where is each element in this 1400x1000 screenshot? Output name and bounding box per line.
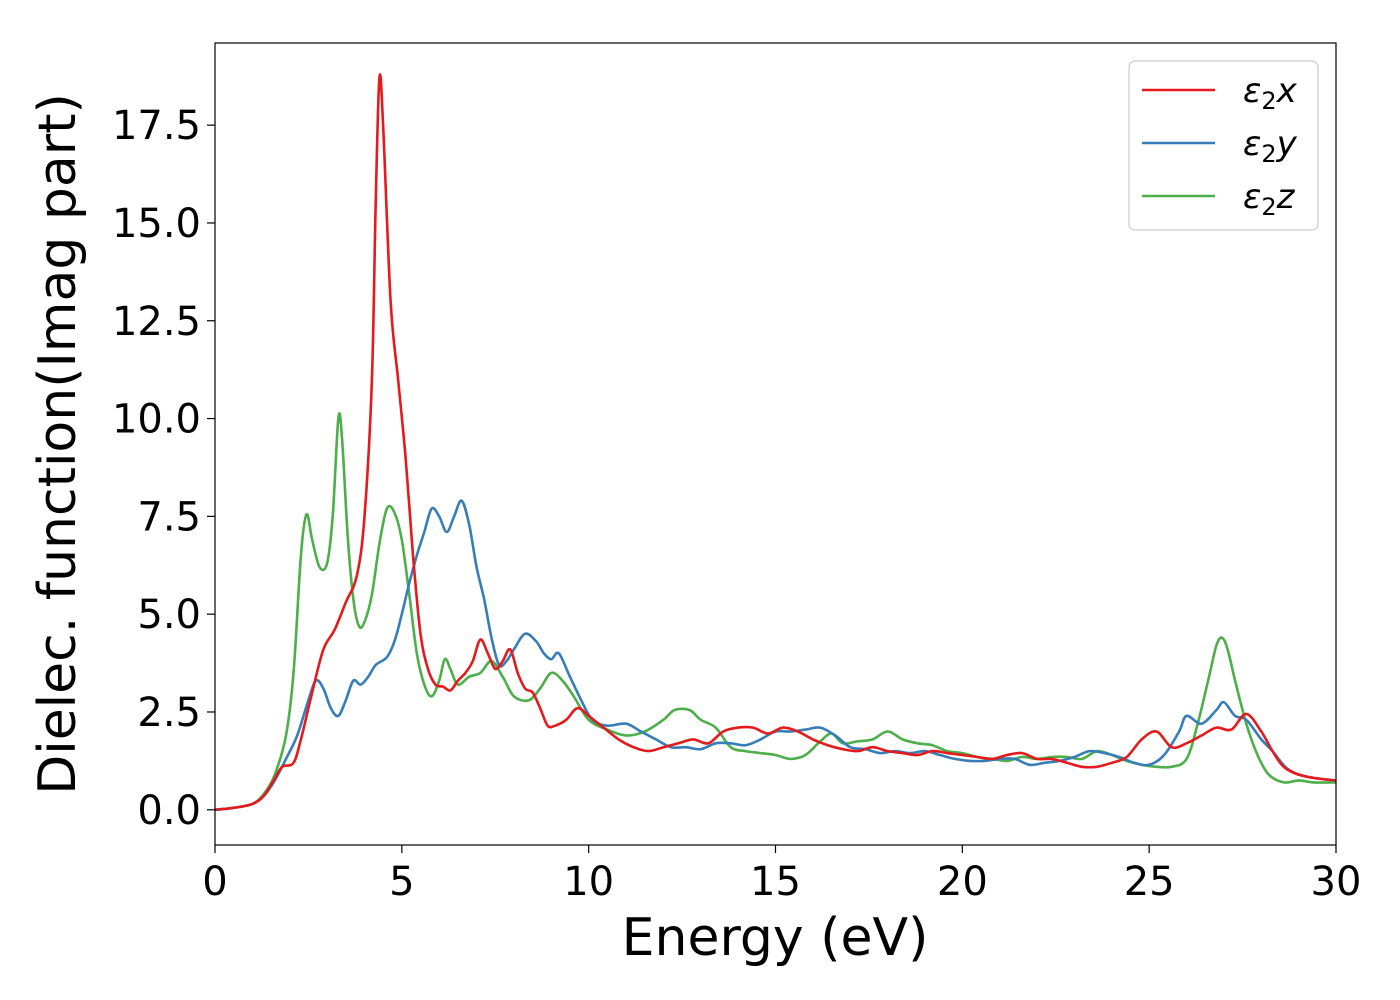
y-tick-label: 10.0 [112,397,201,443]
series-line-x [214,73,1337,812]
x-axis: 0 5 10 15 20 25 30 [202,845,1361,905]
y-tick-label: 7.5 [137,494,201,540]
x-tick-label: 20 [937,859,988,905]
x-tick-label: 10 [563,859,614,905]
x-tick-label: 25 [1124,859,1175,905]
legend-label: ε2z [1243,177,1296,221]
x-tick-label: 15 [750,859,801,905]
y-tick-label: 12.5 [112,299,201,345]
y-tick-label: 15.0 [112,201,201,247]
x-axis-title: Energy (eV) [622,908,929,968]
y-axis: 0.0 2.5 5.0 7.5 10.0 12.5 15.0 17.5 [112,103,215,834]
y-tick-label: 2.5 [137,690,201,736]
legend-label: ε2x [1243,71,1298,115]
legend-label: ε2y [1243,124,1298,168]
x-tick-label: 30 [1311,859,1362,905]
y-tick-label: 17.5 [112,103,201,149]
x-tick-label: 5 [389,859,414,905]
y-tick-label: 0.0 [137,788,201,834]
series-line-y [214,499,1337,812]
x-tick-label: 0 [202,859,227,905]
legend-frame [1128,60,1319,231]
y-axis-title: Dielec. function(Imag part) [28,93,88,795]
legend: ε2x ε2y ε2z [1128,60,1319,231]
y-tick-label: 5.0 [137,592,201,638]
series-layer [214,73,1337,812]
